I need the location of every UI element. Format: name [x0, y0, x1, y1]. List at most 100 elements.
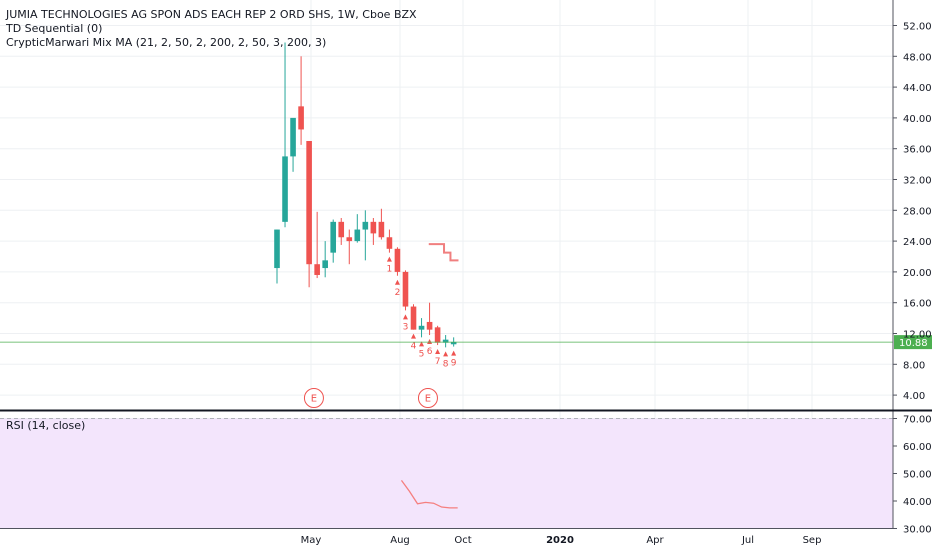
- candle: [410, 304, 417, 330]
- candle: [386, 229, 393, 253]
- rsi-legend[interactable]: RSI (14, close): [6, 419, 86, 432]
- td-arrow: [402, 314, 408, 320]
- candle-body: [410, 306, 417, 330]
- candle: [330, 219, 337, 263]
- td-count-label: 9: [451, 359, 457, 369]
- time-tick-label: Apr: [646, 535, 664, 546]
- td-count-label: 6: [427, 347, 433, 357]
- candle-body: [338, 221, 345, 238]
- price-tick-label: 40.00: [903, 114, 932, 125]
- price-tick-label: 44.00: [903, 83, 932, 94]
- price-tick-label: 20.00: [903, 268, 932, 279]
- ma-line: [428, 243, 459, 262]
- td-sequential-layer: 1 2 345 67 8 9: [386, 256, 457, 369]
- candle-body: [378, 221, 385, 238]
- rsi-tick-label: 50.00: [903, 470, 932, 481]
- candle: [402, 270, 409, 311]
- price-tick-label: 16.00: [903, 299, 932, 310]
- earnings-label: E: [425, 394, 431, 405]
- price-tick-label: 52.00: [903, 22, 932, 33]
- td-count-label: 7: [435, 357, 441, 367]
- td-arrow: [411, 333, 417, 339]
- candle-body: [290, 117, 296, 157]
- candle-body: [442, 339, 449, 343]
- candle-body: [298, 106, 304, 130]
- candle-body: [274, 229, 280, 269]
- price-tick-label: 4.00: [903, 391, 925, 402]
- candle-body: [282, 156, 288, 222]
- time-tick-label: Aug: [390, 535, 410, 546]
- candle: [346, 229, 353, 265]
- td-arrow: [451, 350, 457, 356]
- candle-body: [394, 248, 401, 272]
- candle: [298, 56, 304, 145]
- candle-body: [354, 229, 361, 242]
- candle: [354, 214, 361, 243]
- td-arrow: [435, 349, 441, 355]
- td-arrow: [386, 256, 392, 262]
- candle-body: [362, 221, 369, 230]
- time-tick-label: Jul: [741, 535, 754, 546]
- candle: [306, 141, 312, 288]
- td-count-label: 1: [387, 265, 393, 275]
- candle: [394, 247, 401, 276]
- candle: [370, 218, 377, 245]
- rsi-line: [400, 479, 458, 509]
- rsi-band: [0, 418, 893, 529]
- td-arrow: [419, 341, 425, 347]
- candle-body: [402, 271, 409, 307]
- price-tick-label: 12.00: [903, 330, 932, 341]
- candle: [290, 117, 296, 172]
- earnings-marker[interactable]: E: [303, 388, 324, 408]
- time-tick-label: Sep: [803, 535, 822, 546]
- candle: [274, 229, 280, 284]
- candle: [378, 208, 385, 240]
- price-tick-label: 8.00: [903, 360, 925, 371]
- candle: [338, 218, 345, 245]
- rsi-line-layer: [400, 479, 458, 509]
- price-tick-label: 36.00: [903, 145, 932, 156]
- candle: [362, 210, 369, 261]
- candle: [442, 335, 449, 348]
- moving-average-layer: [428, 243, 459, 262]
- candles-layer: [274, 42, 457, 348]
- candle-body: [450, 341, 457, 345]
- current-price-layer: 10.88: [0, 335, 932, 350]
- candle-body: [370, 221, 377, 234]
- td-count-label: 4: [411, 342, 417, 352]
- candle-body: [434, 327, 441, 343]
- candle-body: [426, 321, 433, 330]
- current-price-badge: [894, 335, 932, 350]
- earnings-label: E: [311, 394, 317, 405]
- earnings-circle: [303, 388, 324, 408]
- td-arrow: [427, 339, 433, 345]
- td-count-label: 2: [395, 288, 401, 298]
- candle-body: [346, 237, 353, 242]
- rsi-tick-label: 30.00: [903, 525, 932, 536]
- price-tick-label: 28.00: [903, 206, 932, 217]
- td-sequential-legend[interactable]: TD Sequential (0): [6, 22, 103, 35]
- candle-body: [418, 325, 425, 330]
- candle-body: [314, 264, 320, 275]
- candle-body: [322, 260, 328, 269]
- rsi-background: [0, 418, 893, 529]
- td-count-label: 3: [403, 322, 409, 332]
- price-tick-label: 24.00: [903, 237, 932, 248]
- td-arrow: [394, 279, 400, 285]
- time-tick-label: 2020: [546, 535, 574, 546]
- time-tick-label: May: [301, 535, 322, 546]
- td-count-label: 8: [443, 359, 449, 369]
- rsi-tick-label: 60.00: [903, 442, 932, 453]
- time-tick-label: Oct: [454, 535, 471, 546]
- price-tick-label: 32.00: [903, 176, 932, 187]
- candle: [282, 42, 288, 228]
- earnings-circle: [417, 388, 438, 408]
- candle-body: [386, 237, 393, 249]
- moving-average-legend[interactable]: CrypticMarwari Mix MA (21, 2, 50, 2, 200…: [6, 36, 327, 49]
- rsi-tick-label: 70.00: [903, 415, 932, 426]
- earnings-marker[interactable]: E: [417, 388, 438, 408]
